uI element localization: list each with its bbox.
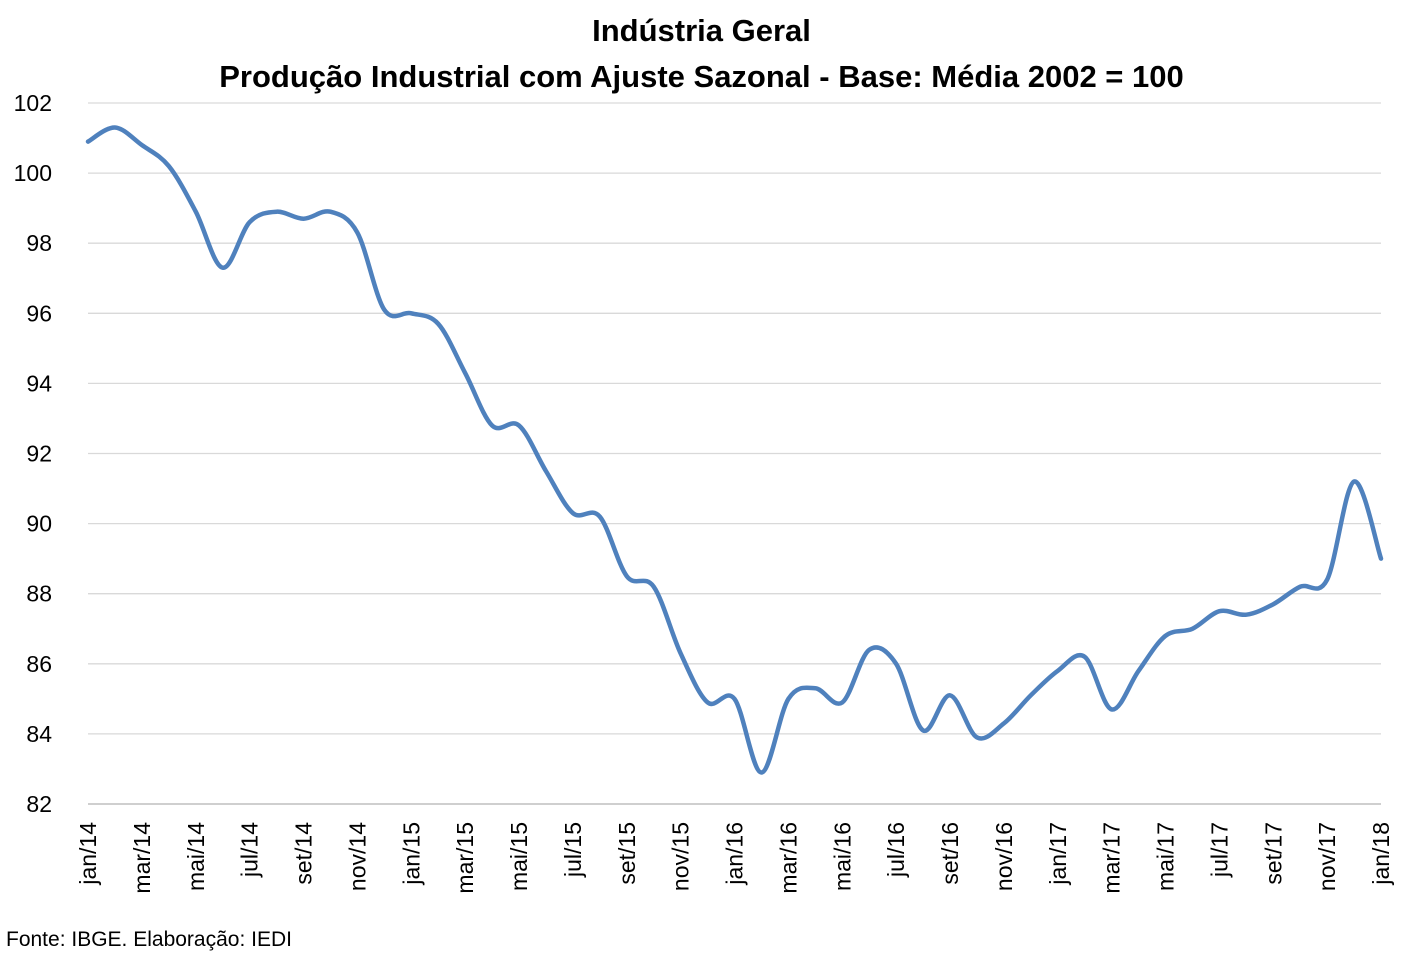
data-point (732, 697, 736, 701)
data-point (1163, 634, 1167, 638)
data-point (1244, 613, 1248, 617)
data-point (1379, 556, 1383, 560)
data-point (1352, 479, 1356, 483)
x-tick-label: set/17 (1260, 822, 1286, 885)
data-point (948, 693, 952, 697)
y-axis-ticks: 82 84 86 88 90 92 94 96 98 100 102 (14, 90, 53, 817)
x-axis-ticks: jan/14 mar/14 mai/14 jul/14 set/14 nov/14 jan/… (75, 822, 1394, 894)
data-point (1136, 669, 1140, 673)
x-tick-label: jul/17 (1206, 822, 1232, 878)
y-tick-label: 84 (26, 721, 52, 747)
data-point (921, 728, 925, 732)
data-point (463, 371, 467, 375)
x-tick-label: mar/15 (452, 822, 478, 894)
x-tick-label: nov/16 (991, 822, 1017, 891)
x-tick-label: mar/17 (1099, 822, 1125, 894)
x-tick-label: nov/14 (344, 822, 370, 891)
data-point (571, 511, 575, 515)
y-tick-label: 102 (14, 90, 52, 116)
x-tick-label: mar/14 (129, 822, 155, 894)
data-point (86, 139, 90, 143)
x-tick-label: mai/17 (1153, 822, 1179, 891)
y-tick-label: 82 (26, 791, 52, 817)
data-point (1002, 721, 1006, 725)
data-point (140, 143, 144, 147)
data-point (1082, 655, 1086, 659)
x-tick-label: jul/16 (883, 822, 909, 878)
data-point (678, 651, 682, 655)
y-tick-label: 94 (26, 370, 52, 396)
y-tick-label: 92 (26, 441, 52, 467)
data-point (705, 700, 709, 704)
data-point (382, 308, 386, 312)
series-group (85, 125, 1384, 775)
x-tick-label: mai/16 (829, 822, 855, 891)
data-point (355, 230, 359, 234)
data-point (409, 311, 413, 315)
data-point (975, 735, 979, 739)
data-point (247, 220, 251, 224)
y-tick-label: 90 (26, 511, 52, 537)
data-point (1109, 707, 1113, 711)
data-point (544, 469, 548, 473)
data-point (759, 770, 763, 774)
y-tick-label: 86 (26, 651, 52, 677)
data-point (436, 322, 440, 326)
x-tick-label: set/16 (937, 822, 963, 885)
x-tick-label: jan/18 (1368, 822, 1394, 886)
data-point (1056, 669, 1060, 673)
x-tick-label: jan/15 (398, 822, 424, 886)
data-point (1298, 584, 1302, 588)
y-tick-label: 88 (26, 581, 52, 607)
data-point (1190, 627, 1194, 631)
data-point (1029, 693, 1033, 697)
data-point (1271, 602, 1275, 606)
data-point (651, 584, 655, 588)
series-line (85, 125, 1384, 775)
x-tick-label: jul/15 (560, 822, 586, 878)
x-tick-label: nov/17 (1314, 822, 1340, 891)
data-point (274, 209, 278, 213)
x-tick-label: mai/15 (506, 822, 532, 891)
gridlines (88, 102, 1381, 735)
data-point (867, 648, 871, 652)
data-point (625, 574, 629, 578)
y-tick-label: 96 (26, 300, 52, 326)
data-point (167, 164, 171, 168)
data-point (598, 514, 602, 518)
x-tick-label: jan/17 (1045, 822, 1071, 886)
chart-subtitle: Produção Industrial com Ajuste Sazonal -… (219, 59, 1184, 94)
x-tick-label: set/14 (291, 822, 317, 885)
x-tick-label: set/15 (614, 822, 640, 885)
data-point (328, 209, 332, 213)
data-point (517, 423, 521, 427)
data-point (220, 266, 224, 270)
data-point (813, 686, 817, 690)
data-point (894, 662, 898, 666)
data-point (786, 697, 790, 701)
data-point (194, 209, 198, 213)
x-tick-label: nov/15 (668, 822, 694, 891)
y-tick-label: 100 (14, 160, 52, 186)
data-point (490, 423, 494, 427)
x-tick-label: mar/16 (775, 822, 801, 894)
y-tick-label: 98 (26, 230, 52, 256)
data-point (113, 125, 117, 129)
x-tick-label: jan/16 (722, 822, 748, 886)
data-point (301, 216, 305, 220)
x-tick-label: mai/14 (183, 822, 209, 891)
data-point (840, 700, 844, 704)
data-point (1325, 577, 1329, 581)
x-tick-label: jul/14 (237, 822, 263, 878)
chart-title: Indústria Geral (592, 13, 811, 48)
x-tick-label: jan/14 (75, 822, 101, 886)
source-note: Fonte: IBGE. Elaboração: IEDI (6, 928, 292, 951)
data-point (1217, 609, 1221, 613)
